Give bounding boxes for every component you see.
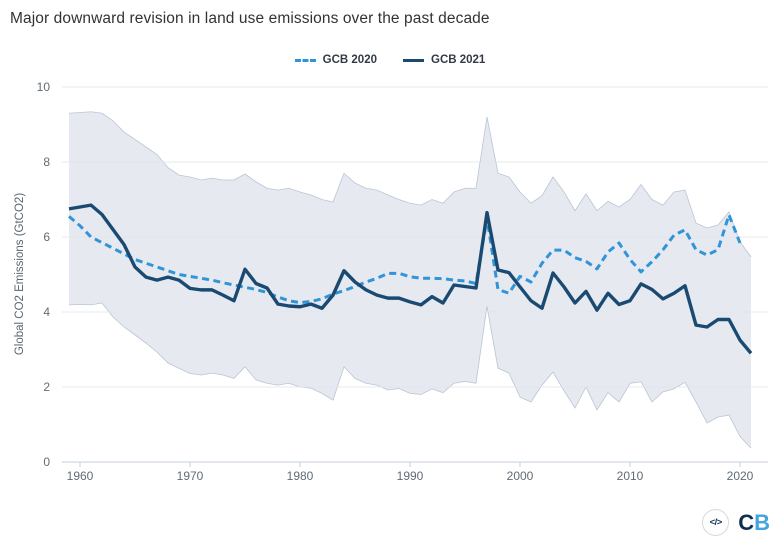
logo-letter-c: C bbox=[738, 509, 755, 535]
uncertainty-band-upper-edge bbox=[68, 111, 752, 258]
legend-item-gcb-2021[interactable]: GCB 2021 bbox=[403, 54, 485, 66]
embed-code-icon[interactable]: </> bbox=[702, 509, 730, 536]
uncertainty-band-lower-edge bbox=[68, 302, 752, 449]
legend-label: GCB 2020 bbox=[322, 54, 377, 66]
series-line-gcb-2020 bbox=[68, 213, 742, 305]
logo-letter-b: B bbox=[754, 509, 770, 535]
legend-swatch-dashed-icon bbox=[294, 58, 316, 62]
carbon-brief-logo: CB bbox=[738, 510, 770, 536]
legend-swatch-solid-icon bbox=[403, 58, 424, 62]
series-line-gcb-2021 bbox=[68, 203, 753, 355]
y-axis-title: Global CO2 Emissions (GtCO2) bbox=[14, 192, 26, 356]
legend-label: GCB 2021 bbox=[431, 54, 486, 66]
chart-title: Major downward revision in land use emis… bbox=[10, 10, 490, 27]
legend-item-gcb-2020[interactable]: GCB 2020 bbox=[294, 54, 377, 66]
legend: GCB 2020 GCB 2021 bbox=[0, 54, 780, 66]
footer: </> CB bbox=[702, 509, 770, 536]
uncertainty-band bbox=[69, 111, 751, 449]
